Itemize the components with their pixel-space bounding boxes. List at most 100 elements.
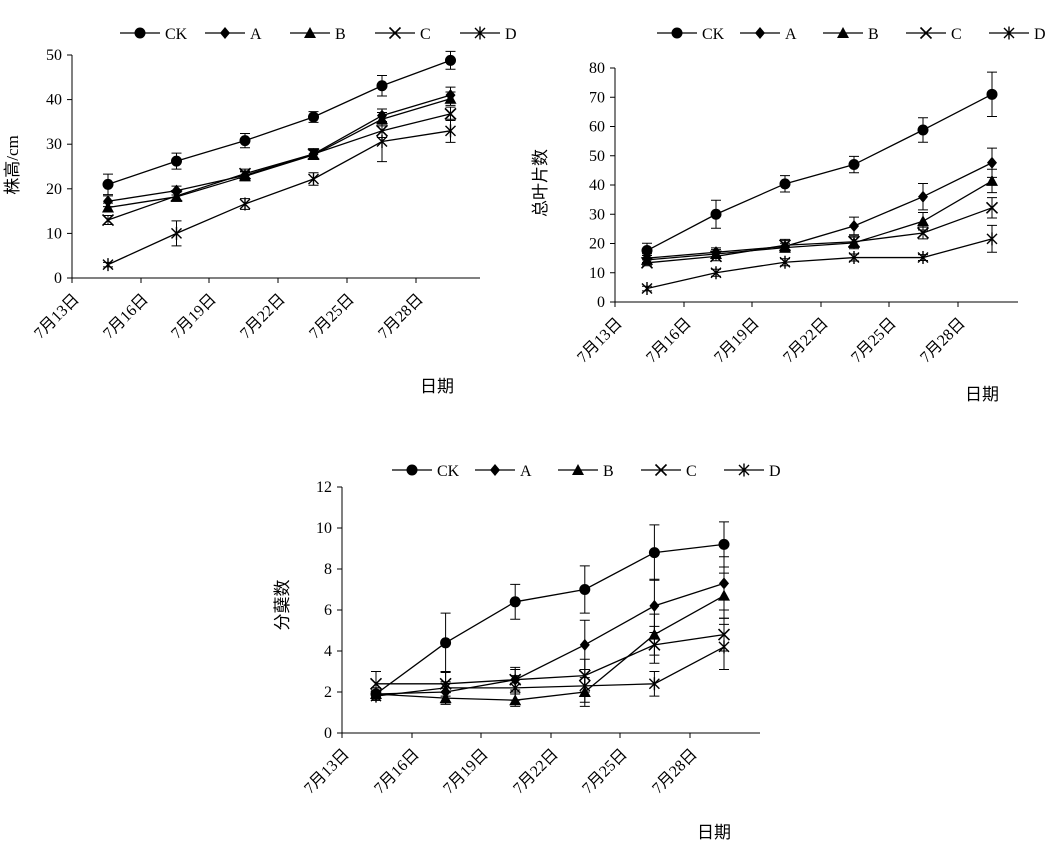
legend-label: D [769,463,781,480]
series-ck-marker [848,159,860,171]
legend-label: B [335,26,346,43]
y-axis-title: 分蘖数 [273,580,292,631]
y-tick-label: 10 [316,520,332,537]
series-c-marker [101,213,115,227]
series-d-marker [848,251,860,265]
series-d-marker [171,226,182,240]
legend-label: CK [165,26,188,43]
x-tick-label: 7月28日 [917,315,969,367]
series-ck-marker [102,178,114,190]
series-d-marker [445,124,456,138]
series-d-marker [579,679,591,693]
legend-label: C [420,26,431,43]
series-b-marker [444,92,457,104]
y-axis-title: 总叶片数 [531,149,550,217]
y-tick-label: 10 [589,265,605,282]
series-d-marker [779,255,791,269]
series-a-marker [918,190,928,203]
y-tick-label: 0 [597,294,605,311]
y-tick-label: 4 [324,643,332,660]
legend-b-marker [572,464,584,475]
legend-b-marker [837,27,849,38]
x-tick-label: 7月13日 [574,315,626,367]
series-a [103,86,456,208]
series-d-marker [986,232,998,246]
legend: CK A B C D [392,463,781,480]
series-d-marker [308,172,319,186]
series-c-marker [648,638,661,651]
series-a-marker [579,638,590,651]
x-tick-label: 7月28日 [375,291,427,343]
y-tick-label: 0 [324,725,332,742]
legend-label: C [951,26,962,43]
x-axis-title: 日期 [965,385,999,404]
legend-c-marker [654,463,668,477]
legend-b-marker [304,27,316,38]
series-c [369,617,731,697]
series-c-marker [916,226,930,240]
series-b-marker [917,215,929,227]
x-tick-label: 7月19日 [711,315,763,367]
series-b-line [646,180,993,261]
series-d-marker [509,681,521,695]
chart-1: 0 10 20 30 40 50 7月13日 7月16日 7月19日 7月22日 7月25日 7月28… [3,26,517,396]
series-d-marker [102,258,114,272]
y-tick-label: 60 [589,119,605,136]
series-b-marker [718,589,730,601]
y-tick-label: 20 [589,236,605,253]
chart-2: 0 10 20 30 40 50 60 70 80 7月13日 7月16日 7月19日 7月22日 7月2… [531,26,1046,404]
legend-label: A [785,26,797,43]
series-c-marker [847,235,861,248]
series-ck-marker [445,54,456,66]
series-d-marker [718,640,730,654]
series-d-marker [648,677,660,691]
x-tick-label: 7月25日 [848,315,900,367]
x-tick-label: 7月16日 [100,291,152,343]
series-c-marker [709,250,723,263]
series-c [640,197,999,269]
x-tick-label: 7月13日 [301,746,353,798]
series-d-marker [917,251,929,265]
y-tick-label: 30 [589,206,605,223]
series-d-line [107,130,451,266]
y-tick-label: 50 [589,148,605,165]
x-tick-label: 7月22日 [780,315,832,367]
y-tick-label: 20 [46,181,62,198]
y-tick-label: 12 [316,479,332,496]
x-tick-label: 7月28日 [649,746,701,798]
series-ck-line [375,543,725,695]
y-tick-label: 0 [54,270,62,287]
legend: CK A B C D [120,26,517,43]
y-tick-label: 80 [589,60,605,77]
series-a-marker [103,195,113,208]
legend-d-marker [738,463,750,477]
y-tick-label: 10 [46,225,62,242]
x-tick-label: 7月25日 [306,291,358,343]
series-d-marker [440,681,452,695]
series-ck-line [646,93,993,252]
legend-ck-marker [671,27,683,39]
series-b [641,168,998,265]
legend-label: B [868,26,879,43]
series-ck-marker [509,596,521,608]
x-axis-title: 日期 [697,823,731,842]
x-tick-label: 7月16日 [643,315,695,367]
series-d [370,623,730,705]
series-d-marker [710,266,722,280]
legend-label: CK [702,26,725,43]
y-axis-title: 株高/cm [3,135,22,195]
x-tick-label: 7月19日 [440,746,492,798]
series-ck-marker [579,584,591,595]
series-ck-marker [779,178,791,190]
series-a-marker [849,219,859,232]
legend-a-marker [755,27,765,39]
series-c-marker [778,239,792,252]
x-tick-label: 7月22日 [237,291,289,343]
series-ck-line [107,59,451,185]
series-c-marker [444,107,457,120]
y-tick-label: 6 [324,602,332,619]
series-a-marker [987,156,997,169]
legend: CK A B C D [657,26,1046,43]
series-d-line [646,238,993,290]
